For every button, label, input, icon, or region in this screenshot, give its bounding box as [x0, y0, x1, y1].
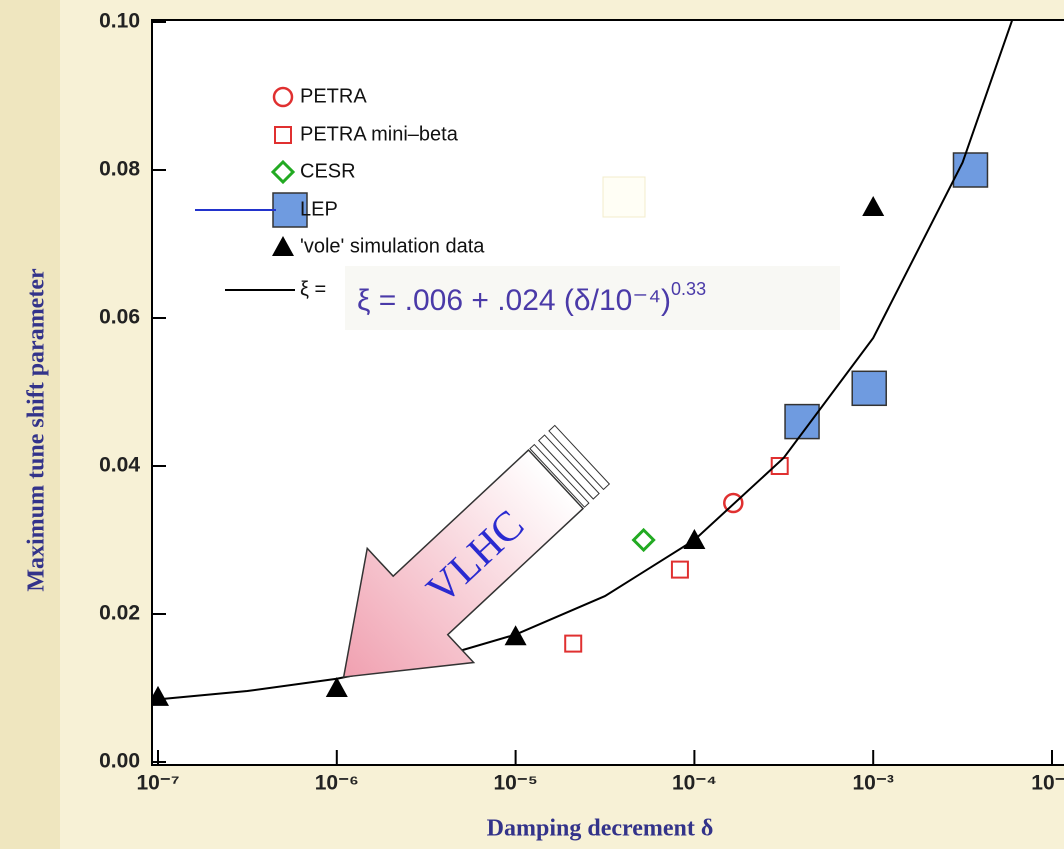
- formula: ξ = .006 + .024 (δ/10⁻⁴)0.33: [357, 279, 706, 317]
- point: [272, 236, 294, 256]
- y-tick-label: 0.06: [99, 306, 140, 329]
- y-tick-label: 0.10: [99, 10, 140, 33]
- point: [325, 677, 348, 697]
- y-tick-label: 0.04: [99, 454, 140, 477]
- y-tick-label: 0.08: [99, 158, 140, 181]
- y-tick-label: 0.02: [99, 602, 140, 625]
- background-stripe: [0, 0, 60, 849]
- point: [723, 492, 744, 514]
- formula-exponent: 0.33: [671, 279, 706, 299]
- x-tick-label: 10⁻²: [1031, 772, 1064, 795]
- x-tick-label: 10⁻⁶: [315, 772, 359, 795]
- legend: PETRA PETRA mini–beta CESR LEP 'vole' simula…: [225, 85, 485, 300]
- point: [770, 457, 789, 475]
- y-axis-title: Maximum tune shift parameter: [24, 268, 50, 592]
- point: [862, 196, 885, 216]
- plot-area: [151, 19, 1064, 766]
- point: [272, 86, 294, 108]
- axes-layer: 0.00 0.02 0.04 0.06 0.08 0.10 10⁻⁷ 10⁻⁶ 10⁻⁵ 10⁻⁴…: [99, 10, 1064, 795]
- formula-text: ξ = .006 + .024 (δ/10⁻⁴): [357, 284, 671, 317]
- x-axis-title: Damping decrement δ: [487, 816, 714, 842]
- fit-line: [157, 20, 1014, 701]
- legend-label: PETRA: [300, 85, 367, 107]
- point: [952, 152, 989, 188]
- arrow-stripe: [548, 424, 611, 491]
- formula-box: [345, 266, 840, 330]
- legend-label: 'vole' simulation data: [300, 235, 485, 257]
- empty-box: [602, 176, 646, 218]
- point: [631, 527, 656, 553]
- vlhc-arrow: [342, 424, 611, 678]
- arrow-stripe: [529, 443, 590, 508]
- plot-layer: [152, 20, 1014, 706]
- point: [564, 634, 583, 653]
- point: [152, 685, 169, 706]
- point: [270, 159, 296, 185]
- legend-label: LEP: [300, 198, 338, 220]
- x-tick-label: 10⁻⁷: [136, 772, 179, 795]
- y-tick-label: 0.00: [99, 750, 140, 773]
- x-tick-label: 10⁻³: [852, 772, 893, 795]
- point: [670, 560, 689, 579]
- legend-label: PETRA mini–beta: [300, 123, 459, 145]
- arrow-stripe: [537, 434, 600, 500]
- legend-label: CESR: [300, 160, 356, 182]
- arrow-body: [342, 448, 585, 678]
- point: [851, 370, 887, 407]
- x-tick-label: 10⁻⁴: [672, 772, 717, 795]
- point: [274, 126, 292, 144]
- x-tick-label: 10⁻⁵: [493, 772, 537, 795]
- legend-label: ξ =: [300, 278, 326, 300]
